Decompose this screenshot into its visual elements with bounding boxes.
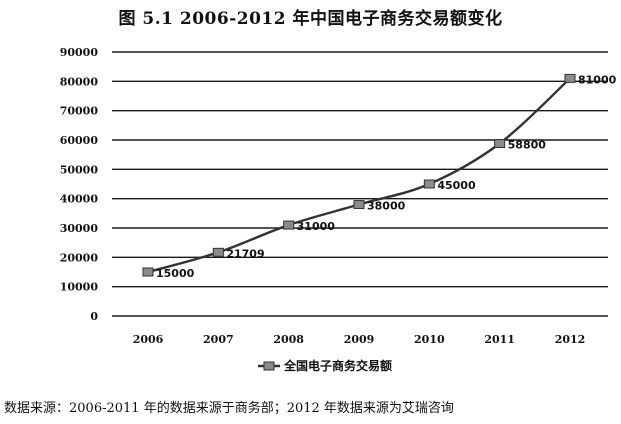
data-point-marker [212, 247, 224, 257]
x-tick-label: 2008 [273, 333, 304, 346]
x-tick-label: 2010 [414, 333, 445, 346]
y-tick-label: 90000 [60, 46, 99, 59]
series-line [147, 77, 571, 274]
chart-title: 图 5.1 2006-2012 年中国电子商务交易额变化 [118, 9, 503, 29]
data-label: 45000 [437, 179, 476, 192]
y-tick-label: 40000 [60, 193, 99, 206]
data-point-marker [353, 200, 365, 210]
x-tick-label: 2009 [344, 333, 375, 346]
data-label: 58800 [508, 139, 547, 152]
data-point-marker [423, 179, 435, 189]
data-point-marker [564, 73, 576, 83]
data-point-marker [494, 139, 506, 149]
x-tick-label: 2012 [555, 333, 586, 346]
data-label: 81000 [578, 73, 617, 86]
y-tick-label: 30000 [60, 222, 99, 235]
y-tick-label: 50000 [60, 163, 99, 176]
y-tick-label: 0 [90, 310, 98, 323]
source-note: 数据来源：2006-2011 年的数据来源于商务部；2012 年数据来源为艾瑞咨… [4, 401, 454, 416]
x-tick-label: 2007 [203, 333, 234, 346]
y-tick-label: 60000 [60, 134, 99, 147]
legend-marker [263, 361, 275, 371]
y-tick-label: 20000 [60, 251, 99, 264]
x-tick-label: 2006 [133, 333, 164, 346]
y-tick-label: 10000 [60, 281, 99, 294]
y-tick-label: 80000 [60, 75, 99, 88]
x-tick-label: 2011 [484, 333, 515, 346]
data-label: 38000 [367, 200, 406, 213]
data-point-marker [142, 267, 154, 277]
legend-label: 全国电子商务交易额 [283, 358, 392, 373]
data-label: 21709 [226, 247, 264, 260]
data-label: 15000 [156, 267, 195, 280]
data-point-marker [283, 220, 295, 230]
data-label: 31000 [297, 220, 336, 233]
y-tick-label: 70000 [60, 105, 99, 118]
